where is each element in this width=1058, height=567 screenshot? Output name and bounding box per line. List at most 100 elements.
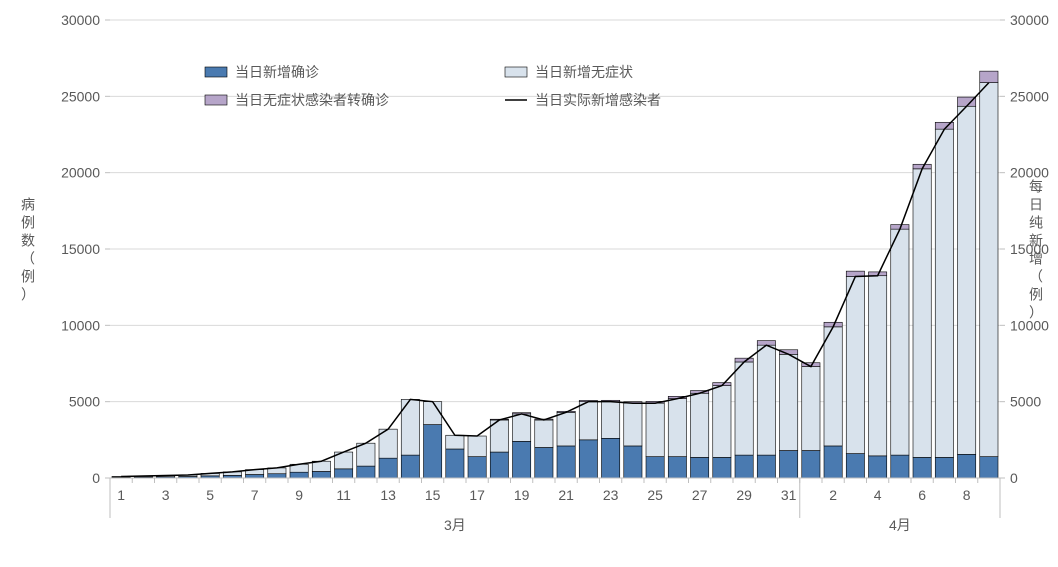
bar-asymptomatic <box>557 412 575 446</box>
svg-text:25: 25 <box>647 487 663 503</box>
svg-text:15: 15 <box>425 487 441 503</box>
legend-swatch <box>205 95 227 105</box>
cases-chart: 13579111315171921232527293124683月4月05000… <box>0 0 1058 567</box>
bar-asymptomatic <box>846 276 864 453</box>
bar-asymptomatic <box>980 83 998 457</box>
bar-confirmed <box>935 457 953 478</box>
svg-text:数: 数 <box>21 232 35 248</box>
bar-confirmed <box>624 446 642 478</box>
bar-asymptomatic <box>535 420 553 447</box>
bar-asymptomatic <box>891 229 909 455</box>
svg-text:13: 13 <box>380 487 396 503</box>
legend-swatch <box>505 67 527 77</box>
bar-asymptomatic <box>691 393 709 457</box>
svg-text:4月: 4月 <box>889 517 911 533</box>
svg-text:）: ） <box>21 286 35 302</box>
svg-text:纯: 纯 <box>1029 214 1043 230</box>
bar-confirmed <box>312 471 330 478</box>
bar-confirmed <box>468 457 486 478</box>
svg-text:（: （ <box>1029 268 1043 284</box>
bar-confirmed <box>490 452 508 478</box>
bar-confirmed <box>958 454 976 478</box>
bar-asymptomatic <box>602 402 620 439</box>
legend-label: 当日实际新增感染者 <box>535 92 661 108</box>
bar-asymptomatic <box>668 399 686 457</box>
bar-confirmed <box>535 447 553 478</box>
legend-label: 当日新增无症状 <box>535 64 633 80</box>
svg-text:3: 3 <box>162 487 170 503</box>
legend-swatch <box>205 67 227 77</box>
svg-text:（: （ <box>21 250 35 266</box>
bar-asymptomatic <box>446 435 464 449</box>
bar-confirmed <box>268 474 286 478</box>
bar-confirmed <box>557 446 575 478</box>
legend-label: 当日新增确诊 <box>235 64 319 80</box>
svg-text:9: 9 <box>295 487 303 503</box>
bar-confirmed <box>513 441 531 478</box>
svg-text:25000: 25000 <box>1010 88 1049 104</box>
bar-confirmed <box>980 457 998 478</box>
bar-confirmed <box>780 451 798 478</box>
bar-confirmed <box>668 457 686 478</box>
svg-text:21: 21 <box>558 487 574 503</box>
bar-asymptomatic <box>757 345 775 455</box>
chart-container: 13579111315171921232527293124683月4月05000… <box>0 0 1058 567</box>
svg-text:31: 31 <box>781 487 797 503</box>
svg-text:20000: 20000 <box>61 165 100 181</box>
bar-confirmed <box>579 440 597 478</box>
svg-text:例: 例 <box>21 214 35 230</box>
bar-confirmed <box>602 438 620 478</box>
bar-confirmed <box>869 456 887 478</box>
bar-asymptomatic <box>646 403 664 456</box>
bar-asymptomatic <box>935 129 953 457</box>
bar-confirmed <box>357 466 375 478</box>
bar-confirmed <box>846 454 864 478</box>
legend-label: 当日无症状感染者转确诊 <box>235 92 389 108</box>
bar-asymptomatic <box>424 402 442 425</box>
svg-text:19: 19 <box>514 487 530 503</box>
bar-asymptomatic <box>624 403 642 446</box>
bar-confirmed <box>290 472 308 478</box>
bar-asymptomatic <box>802 367 820 451</box>
bar-confirmed <box>757 455 775 478</box>
svg-text:4: 4 <box>874 487 882 503</box>
bar-confirmed <box>335 469 353 478</box>
bar-asymptomatic <box>513 414 531 441</box>
svg-text:每: 每 <box>1029 178 1043 194</box>
svg-text:）: ） <box>1029 304 1043 320</box>
svg-text:23: 23 <box>603 487 619 503</box>
bar-asymptomatic <box>958 106 976 454</box>
bar-asymptomatic <box>468 436 486 457</box>
svg-text:新: 新 <box>1029 232 1043 248</box>
bar-asymptomatic <box>913 169 931 458</box>
svg-text:病: 病 <box>21 196 35 212</box>
bar-confirmed <box>246 474 264 478</box>
svg-text:7: 7 <box>251 487 259 503</box>
svg-text:3月: 3月 <box>444 517 466 533</box>
svg-text:1: 1 <box>117 487 125 503</box>
svg-text:5: 5 <box>206 487 214 503</box>
bar-confirmed <box>401 455 419 478</box>
bar-asymptomatic <box>824 327 842 446</box>
bar-confirmed <box>824 446 842 478</box>
svg-text:30000: 30000 <box>61 12 100 28</box>
svg-text:例: 例 <box>1029 286 1043 302</box>
bar-confirmed <box>646 457 664 478</box>
svg-text:6: 6 <box>918 487 926 503</box>
svg-text:30000: 30000 <box>1010 12 1049 28</box>
svg-text:5000: 5000 <box>1010 394 1041 410</box>
bar-converted <box>980 71 998 82</box>
svg-text:27: 27 <box>692 487 708 503</box>
svg-text:0: 0 <box>1010 470 1018 486</box>
bar-confirmed <box>424 425 442 478</box>
svg-text:例: 例 <box>21 268 35 284</box>
bar-confirmed <box>735 455 753 478</box>
svg-text:5000: 5000 <box>69 394 100 410</box>
bar-confirmed <box>379 458 397 478</box>
svg-text:17: 17 <box>469 487 485 503</box>
bar-asymptomatic <box>713 386 731 458</box>
bar-asymptomatic <box>780 354 798 450</box>
bar-asymptomatic <box>357 443 375 466</box>
bar-confirmed <box>713 457 731 478</box>
bar-confirmed <box>913 457 931 478</box>
